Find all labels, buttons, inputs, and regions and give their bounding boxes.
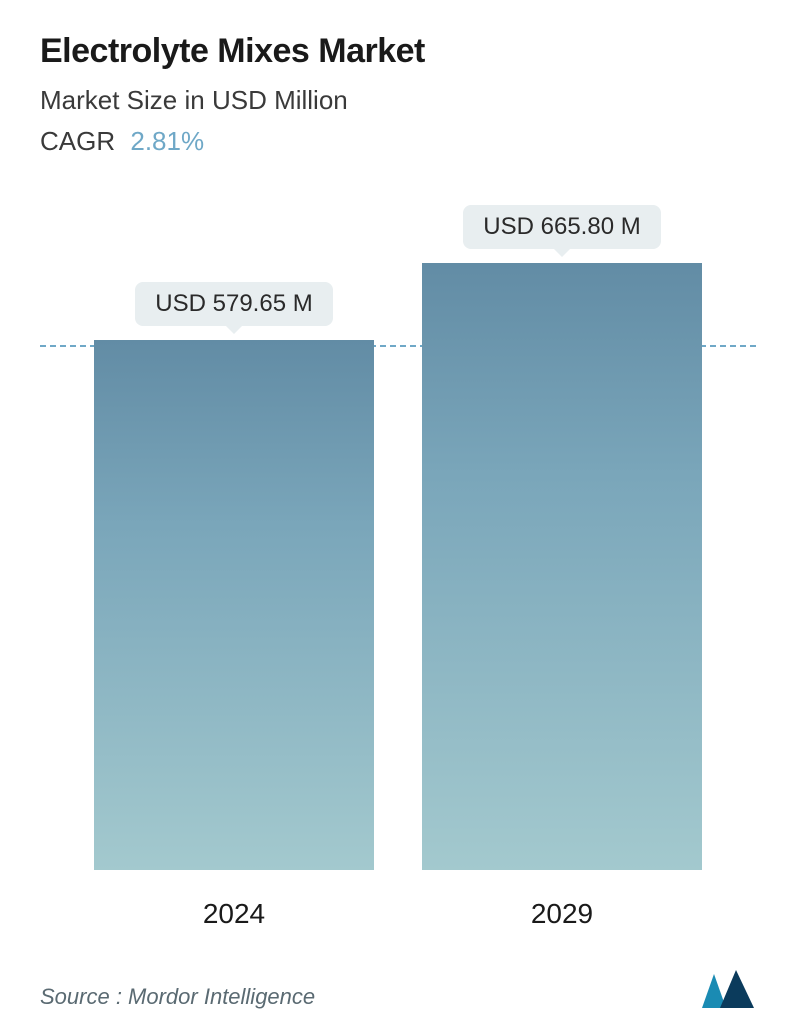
value-pill-2024: USD 579.65 M (135, 282, 332, 326)
bar-2029 (422, 263, 702, 870)
x-axis-labels: 2024 2029 (40, 898, 756, 930)
chart-container: Electrolyte Mixes Market Market Size in … (0, 0, 796, 1034)
footer: Source : Mordor Intelligence (40, 960, 756, 1010)
source-text: Source : Mordor Intelligence (40, 984, 315, 1010)
value-pill-2029: USD 665.80 M (463, 205, 660, 249)
mordor-logo-icon (700, 968, 756, 1010)
bars-wrap: USD 579.65 M USD 665.80 M (40, 205, 756, 870)
cagr-label: CAGR (40, 126, 115, 156)
bar-group-2024: USD 579.65 M (94, 205, 374, 870)
chart-title: Electrolyte Mixes Market (40, 32, 756, 71)
x-label-2024: 2024 (94, 898, 374, 930)
cagr-row: CAGR 2.81% (40, 126, 756, 157)
cagr-value: 2.81% (130, 126, 204, 156)
bar-2024 (94, 340, 374, 870)
x-label-2029: 2029 (422, 898, 702, 930)
bar-group-2029: USD 665.80 M (422, 205, 702, 870)
chart-area: USD 579.65 M USD 665.80 M 2024 2029 (40, 205, 756, 960)
chart-subtitle: Market Size in USD Million (40, 85, 756, 116)
